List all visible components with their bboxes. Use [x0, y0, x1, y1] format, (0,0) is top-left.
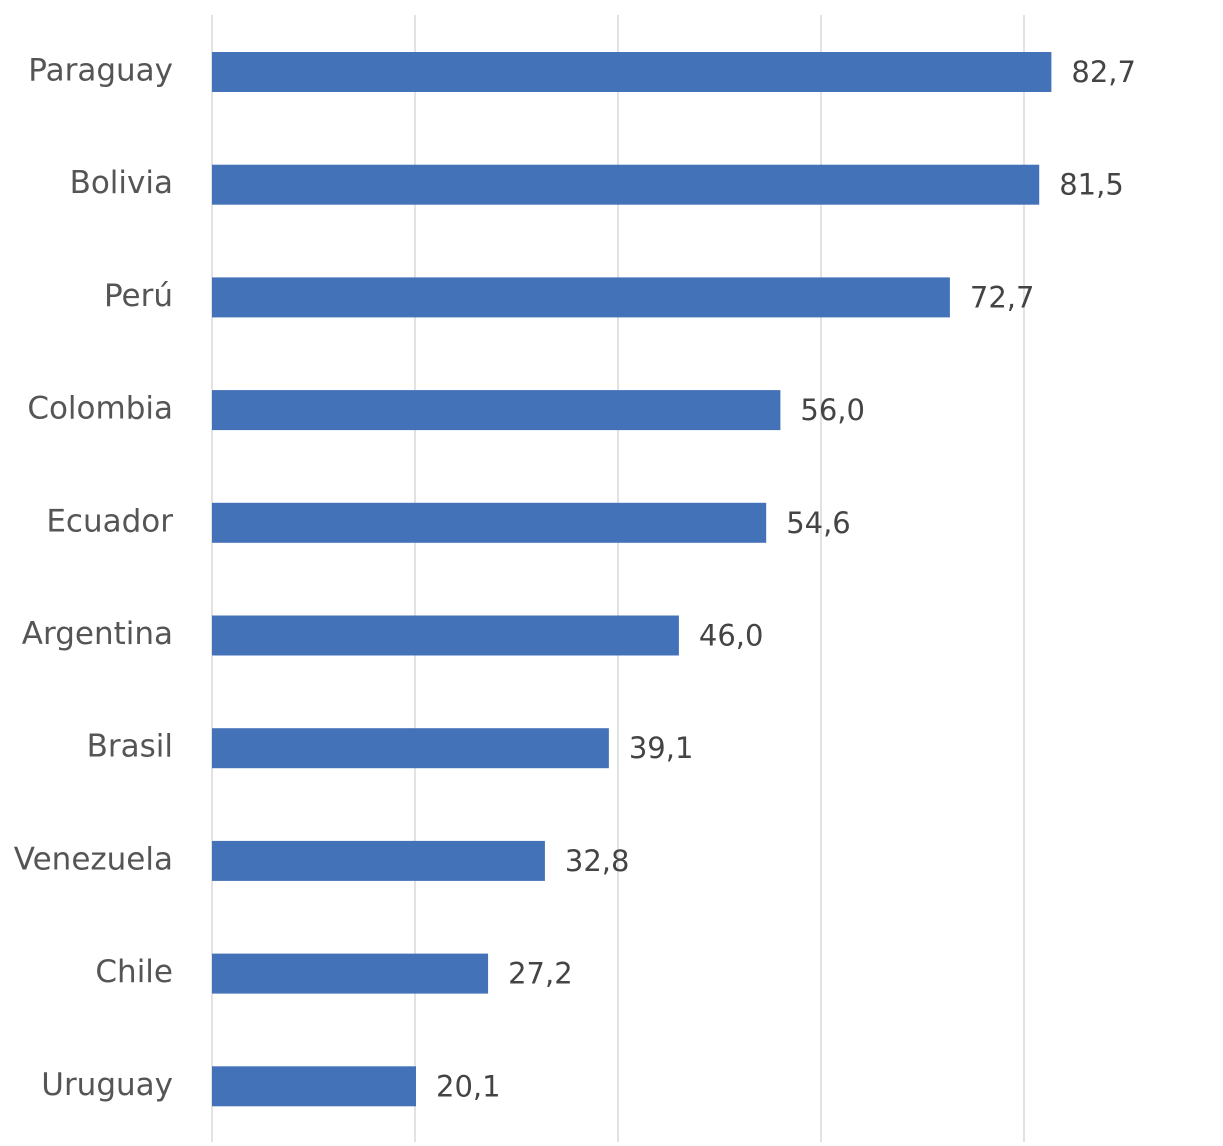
category-label-argentina: Argentina — [22, 616, 173, 652]
category-label-bolivia: Bolivia — [70, 165, 173, 201]
bar-peru — [212, 277, 950, 318]
category-label-colombia: Colombia — [27, 391, 173, 427]
value-labels: 82,7 81,5 72,7 56,0 54,6 46,0 39,1 32,8 27,2 20,1 — [436, 55, 1136, 1103]
value-label-paraguay: 82,7 — [1071, 55, 1136, 89]
value-label-chile: 27,2 — [508, 957, 573, 991]
bar-argentina — [212, 615, 679, 656]
category-label-uruguay: Uruguay — [41, 1067, 173, 1103]
value-label-bolivia: 81,5 — [1059, 168, 1124, 202]
bar-paraguay — [212, 52, 1052, 92]
value-label-ecuador: 54,6 — [786, 506, 851, 540]
category-label-peru: Perú — [104, 278, 173, 314]
category-label-ecuador: Ecuador — [46, 503, 173, 539]
bars — [212, 52, 1052, 1107]
value-label-peru: 72,7 — [970, 280, 1035, 314]
value-label-colombia: 56,0 — [800, 393, 865, 427]
bar-bolivia — [212, 164, 1040, 205]
value-label-venezuela: 32,8 — [565, 844, 630, 878]
bar-uruguay — [212, 1066, 417, 1107]
bar-chile — [212, 953, 489, 994]
category-label-chile: Chile — [95, 954, 173, 990]
value-label-uruguay: 20,1 — [436, 1069, 501, 1103]
bar-venezuela — [212, 840, 545, 881]
bar-ecuador — [212, 502, 767, 543]
category-label-brasil: Brasil — [87, 729, 173, 765]
category-label-paraguay: Paraguay — [28, 53, 173, 89]
bar-colombia — [212, 390, 781, 431]
bar-brasil — [212, 728, 609, 769]
category-labels: Paraguay Bolivia Perú Colombia Ecuador Argent… — [14, 53, 173, 1103]
value-label-argentina: 46,0 — [699, 619, 764, 653]
value-label-brasil: 39,1 — [629, 731, 694, 765]
category-label-venezuela: Venezuela — [14, 841, 173, 877]
